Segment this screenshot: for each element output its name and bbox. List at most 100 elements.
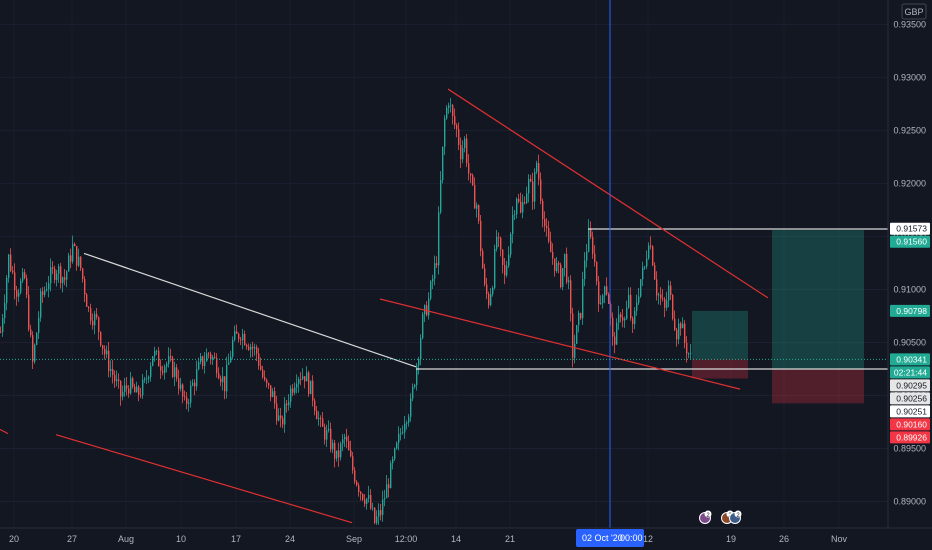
candle-body (584, 260, 586, 279)
candle-body (402, 432, 404, 434)
dividend-marker[interactable]: 2 (699, 510, 712, 525)
position-target-zone[interactable] (772, 230, 864, 369)
candle-body (158, 350, 160, 367)
candle-body (246, 344, 248, 347)
candle-body (572, 313, 574, 358)
candle-body (58, 266, 60, 274)
position-target-zone[interactable] (692, 310, 748, 360)
candle-body (234, 331, 236, 340)
candle-body (460, 144, 462, 160)
candle-body (72, 243, 74, 262)
position-long-large[interactable] (772, 230, 864, 404)
candle-body (384, 498, 386, 500)
candle-body (86, 294, 88, 307)
candle-body (492, 287, 494, 295)
news-marker[interactable]: 2 (729, 510, 742, 525)
x-tick-label: 27 (67, 534, 77, 544)
candle-body (56, 273, 58, 280)
candle-body (326, 430, 328, 440)
candle-body (196, 369, 198, 387)
candle-body (30, 329, 32, 336)
candle-body (330, 428, 332, 450)
candle-body (354, 470, 356, 482)
candle-body (120, 380, 122, 397)
price-labels: 0.91573 0.91560 0.90798 0.90341 02:21:44 0.90… (890, 222, 930, 444)
drawing-lines[interactable] (0, 88, 888, 524)
event-markers[interactable]: 2 2 2 (699, 510, 742, 525)
candle-body (458, 129, 460, 145)
candle-body (362, 493, 364, 500)
candle-body (614, 336, 616, 345)
candle-body (336, 450, 338, 459)
candle-body (502, 249, 504, 265)
candle-body (20, 280, 22, 293)
candle-body (208, 353, 210, 355)
candle-body (452, 105, 454, 117)
candle-body (640, 279, 642, 297)
candle-body (226, 364, 228, 392)
candle-body (194, 382, 196, 387)
candle-body (554, 258, 556, 272)
trendline-descending-channel-top[interactable] (447, 88, 769, 299)
candle-body (482, 251, 484, 269)
candle-body (64, 277, 66, 280)
candle-body (618, 314, 620, 323)
candle-body (338, 450, 340, 458)
candle-body (514, 214, 516, 215)
candle-body (664, 299, 666, 308)
candle-body (634, 310, 636, 325)
candle-body (2, 318, 4, 333)
candle-body (668, 285, 670, 301)
candle-body (630, 294, 632, 319)
price-label-text: 0.90295 (896, 380, 927, 390)
trendline-descending-channel-bottom[interactable] (379, 298, 741, 390)
candle-body (556, 263, 558, 272)
candle-body (268, 383, 270, 386)
candle-body (536, 162, 538, 172)
candle-body (592, 237, 594, 254)
price-label-bg (890, 304, 930, 317)
candle-body (476, 205, 478, 209)
x-tick-label: Nov (831, 534, 848, 544)
candle-body (160, 366, 162, 371)
candle-body (518, 198, 520, 202)
candle-body (684, 323, 686, 343)
candle-body (598, 281, 600, 305)
candle-body (348, 441, 350, 451)
price-label: 0.90251 (890, 405, 930, 418)
candle-body (534, 171, 536, 202)
trendline-jul-falling-resistance[interactable] (83, 252, 417, 368)
candle-body (88, 306, 90, 309)
candle-body (410, 398, 412, 417)
price-label-text: 0.90798 (896, 306, 927, 316)
candle-body (124, 385, 126, 392)
svg-text:2: 2 (706, 513, 710, 519)
candle-body (434, 263, 436, 279)
x-tick-label: 24 (285, 534, 295, 544)
candle-body (252, 346, 254, 349)
x-tick-label: 14 (451, 534, 461, 544)
position-tools[interactable] (692, 230, 864, 404)
candle-body (602, 295, 604, 303)
time-scale[interactable] (0, 528, 932, 550)
candle-body (108, 350, 110, 371)
candle-body (586, 251, 588, 261)
candle-body (468, 163, 470, 174)
x-tick-label: 19 (726, 534, 736, 544)
grid-lines (0, 23, 888, 502)
trendline-left-stub[interactable] (0, 428, 9, 435)
position-long-small[interactable] (692, 310, 748, 379)
candle-body (562, 268, 564, 288)
candle-body (674, 318, 676, 330)
candle-body (210, 353, 212, 360)
candle-body (342, 439, 344, 444)
candle-body (200, 356, 202, 363)
trendline-lower-channel-left[interactable] (55, 434, 353, 524)
position-stop-zone[interactable] (772, 368, 864, 404)
candle-body (308, 372, 310, 395)
price-label: 0.91573 (890, 222, 930, 235)
candle-body (256, 347, 258, 354)
candle-body (600, 302, 602, 305)
candle-body (526, 193, 528, 204)
